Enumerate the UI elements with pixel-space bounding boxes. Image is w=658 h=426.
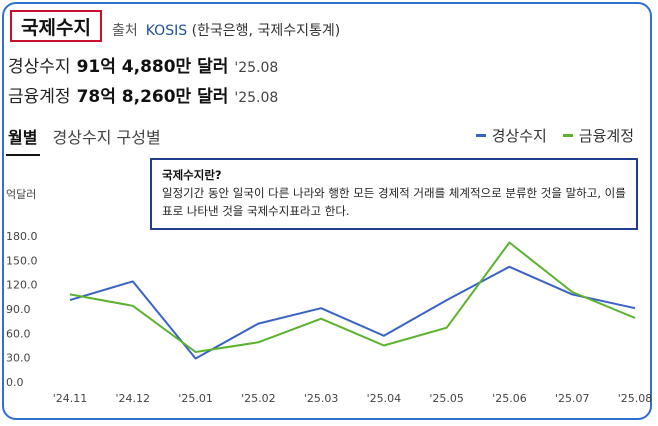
legend-label: 금융계정 (578, 127, 634, 145)
x-tick-label: '25.08 (618, 392, 653, 405)
x-tick-label: '25.07 (555, 392, 590, 405)
data-point[interactable] (127, 300, 139, 312)
y-tick-label: 60.0 (6, 327, 31, 340)
x-tick-label: '25.04 (367, 392, 402, 405)
legend-label: 경상수지 (491, 127, 547, 145)
series-line-financial-account[interactable] (69, 241, 636, 353)
x-tick-label: '25.06 (492, 392, 527, 405)
y-tick-label: 150.0 (6, 254, 38, 267)
metric-date: '25.08 (234, 60, 279, 76)
card-frame (2, 2, 652, 420)
data-point[interactable] (566, 286, 578, 298)
legend-swatch-green (562, 134, 573, 137)
tooltip-title: 국제수지란? (162, 168, 222, 182)
active-tab-indicator (6, 154, 40, 156)
legend-item-current-account[interactable]: 경상수지 (475, 125, 547, 146)
source-link-kosis[interactable]: KOSIS (145, 23, 188, 39)
data-point[interactable] (378, 340, 390, 352)
metric-label: 경상수지 (8, 57, 71, 77)
y-axis-unit: 억달러 (6, 188, 37, 201)
tab-bar: 월별 경상수지 구성별 (8, 124, 171, 148)
series-line-current-account[interactable] (69, 265, 636, 360)
source-info: 출처 KOSIS (한국은행, 국제수지통계) (112, 20, 340, 40)
data-point[interactable] (629, 312, 641, 324)
x-tick-label: '24.12 (116, 392, 151, 405)
x-tick-label: '25.01 (178, 392, 213, 405)
legend-item-financial-account[interactable]: 금융계정 (562, 125, 634, 146)
data-point[interactable] (503, 261, 515, 273)
data-point[interactable] (190, 346, 202, 358)
metric-date: '25.08 (234, 90, 279, 106)
data-point[interactable] (252, 318, 264, 330)
page-title: 국제수지 (10, 10, 102, 42)
data-point[interactable] (315, 313, 327, 325)
data-point[interactable] (315, 302, 327, 314)
data-point[interactable] (441, 294, 453, 306)
source-label: 출처 (112, 23, 138, 39)
tab-current-account-composition[interactable]: 경상수지 구성별 (52, 128, 161, 147)
y-tick-label: 0.0 (6, 376, 24, 389)
y-tick-label: 180.0 (6, 230, 38, 243)
tab-monthly[interactable]: 월별 (8, 128, 38, 147)
data-point[interactable] (441, 322, 453, 334)
x-tick-label: '25.02 (241, 392, 276, 405)
metric-value: 91억 4,880만 달러 (76, 57, 229, 77)
metric-value: 78억 8,260만 달러 (76, 87, 229, 107)
data-point[interactable] (127, 275, 139, 287)
y-tick-label: 30.0 (6, 352, 31, 365)
y-tick-label: 90.0 (6, 303, 31, 316)
source-detail: (한국은행, 국제수지통계) (191, 23, 341, 39)
x-tick-label: '25.05 (429, 392, 464, 405)
data-point[interactable] (252, 336, 264, 348)
y-tick-label: 120.0 (6, 279, 38, 292)
tooltip-body: 일정기간 동안 일국이 다른 나라와 행한 모든 경제적 거래를 체계적으로 분… (162, 186, 626, 218)
metric-current-account: 경상수지 91억 4,880만 달러 '25.08 (8, 52, 278, 77)
data-point[interactable] (64, 288, 76, 300)
x-tick-label: '24.11 (53, 392, 88, 405)
metric-label: 금융계정 (8, 87, 71, 107)
x-tick-label: '25.03 (304, 392, 339, 405)
metric-financial-account: 금융계정 78억 8,260만 달러 '25.08 (8, 82, 278, 107)
legend-swatch-blue (475, 134, 486, 137)
chart-legend: 경상수지 금융계정 (475, 125, 634, 146)
data-point[interactable] (503, 236, 515, 248)
definition-tooltip: 국제수지란? 일정기간 동안 일국이 다른 나라와 행한 모든 경제적 거래를 … (150, 158, 638, 230)
